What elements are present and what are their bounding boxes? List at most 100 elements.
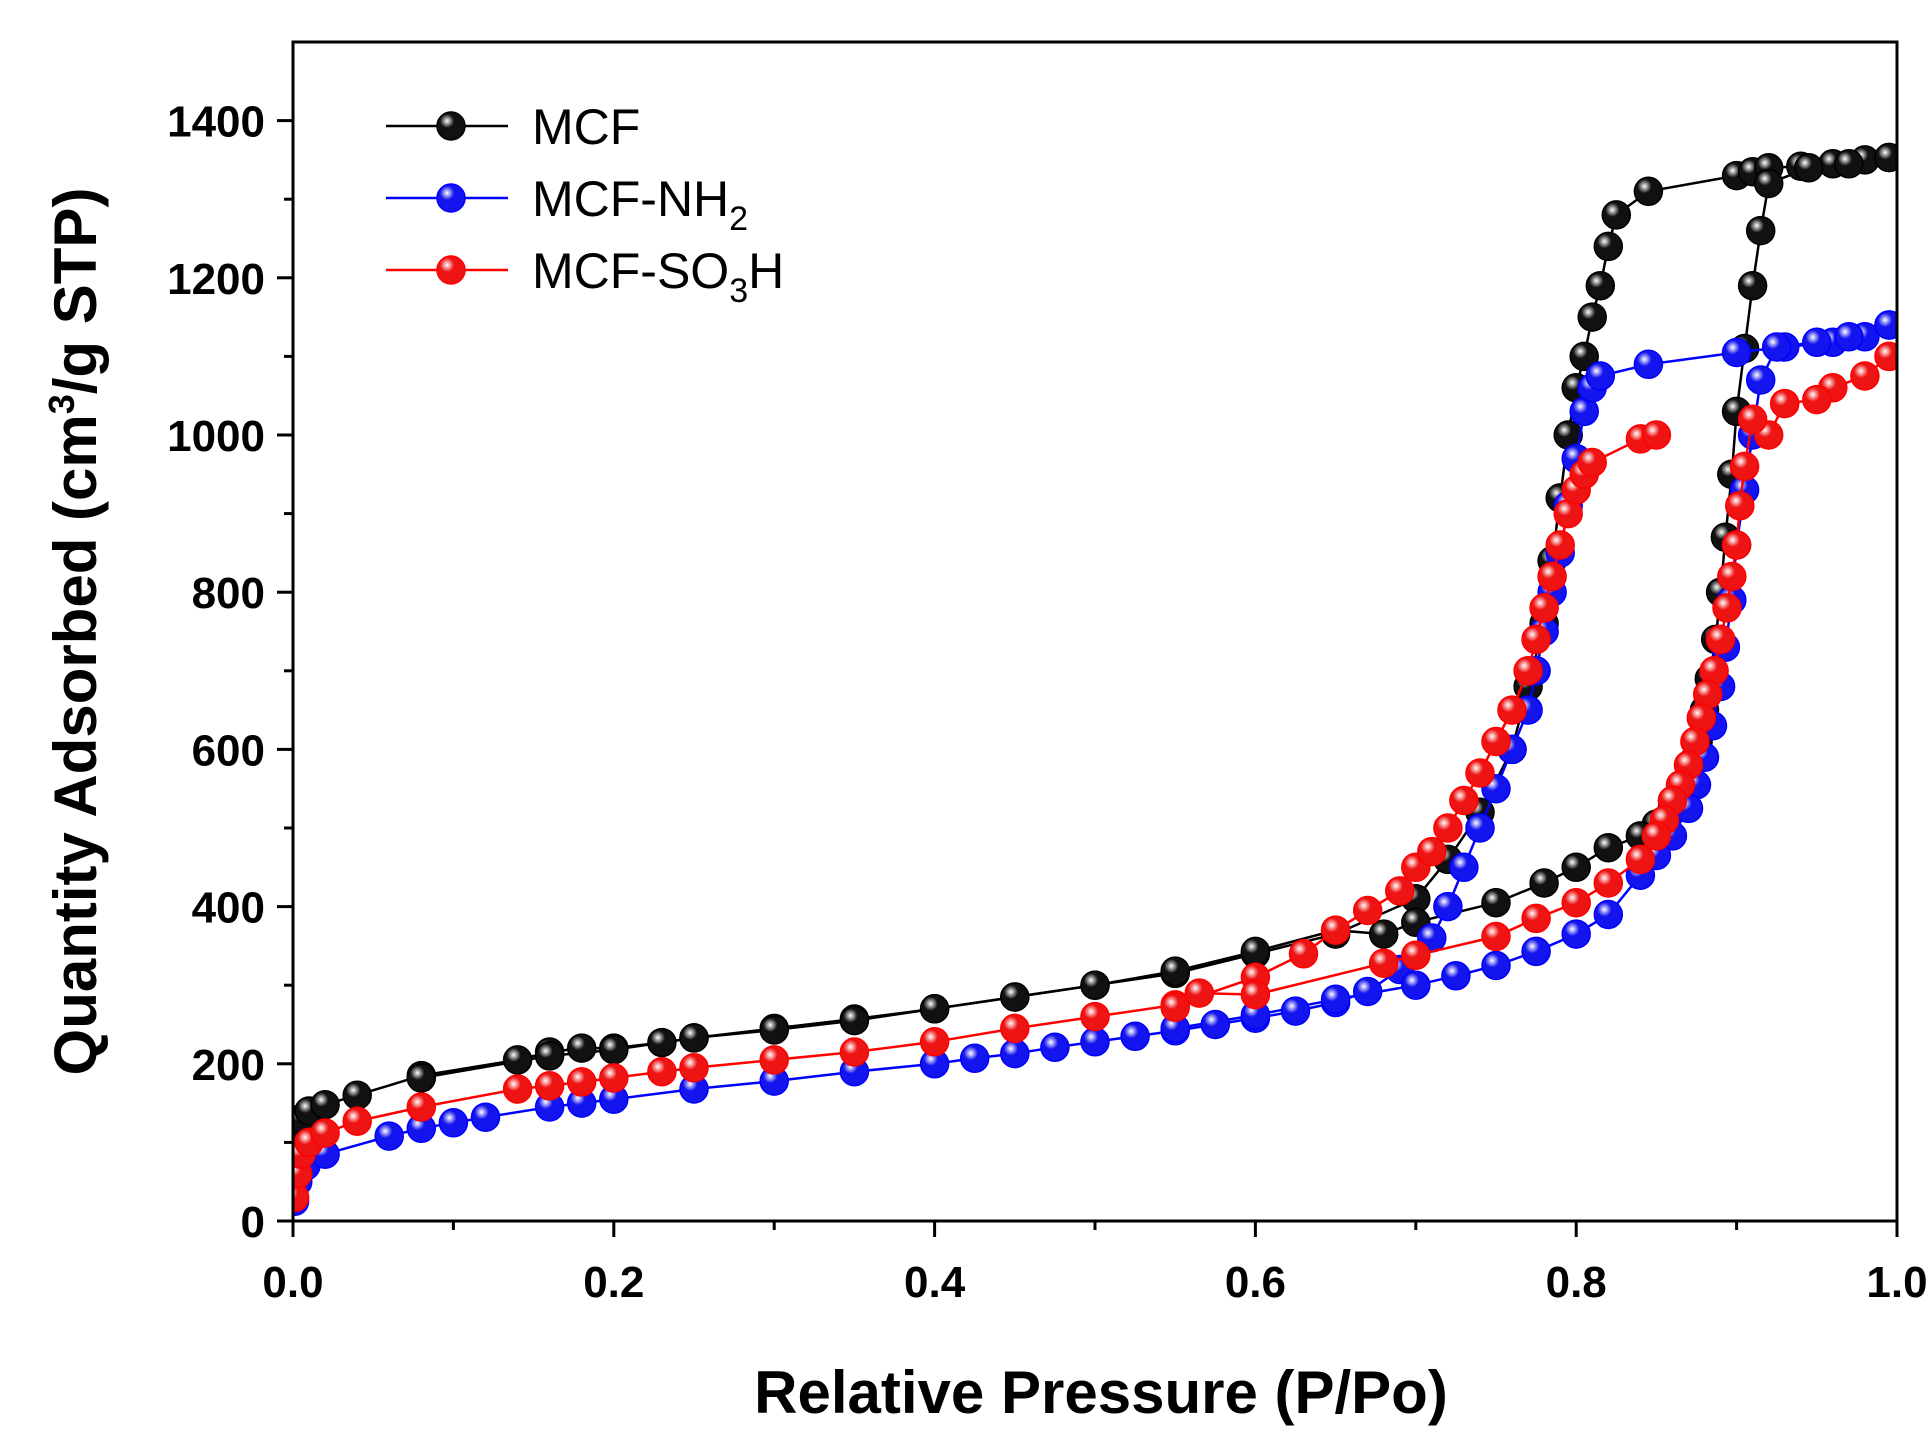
data-point (1368, 948, 1399, 978)
y-axis-title-prefix: Quantity Adsorbed (cm (42, 414, 109, 1075)
data-point (1040, 1032, 1070, 1063)
data-point (1529, 593, 1559, 623)
data-point (1725, 490, 1755, 521)
data-point (1320, 915, 1351, 945)
x-tick-label: 0.6 (1225, 1258, 1286, 1307)
data-point (1000, 1013, 1030, 1044)
x-tick-label: 1.0 (1866, 1258, 1927, 1307)
legend-label-subscript: 2 (729, 200, 748, 238)
data-point (566, 1067, 597, 1097)
data-point (1433, 813, 1463, 843)
data-point (1577, 447, 1607, 478)
data-point (1625, 844, 1656, 875)
data-point (839, 1037, 870, 1067)
data-point (1160, 956, 1190, 986)
data-point (406, 1092, 437, 1122)
data-point (1561, 852, 1591, 883)
y-tick-label: 400 (192, 884, 265, 933)
data-point (759, 1045, 789, 1075)
data-point (1080, 1001, 1110, 1032)
data-point (1585, 270, 1616, 301)
data-point (1593, 231, 1624, 262)
data-point (959, 1043, 990, 1074)
data-point (1449, 785, 1479, 816)
data-point (1449, 852, 1479, 883)
data-point (1834, 322, 1864, 352)
legend-item-mcf: MCF (386, 99, 640, 155)
data-point (1721, 530, 1752, 560)
data-point (1593, 899, 1624, 930)
data-point (1761, 332, 1792, 362)
data-point (438, 1108, 469, 1138)
legend-label: MCF-NH2 (532, 171, 748, 238)
data-point (1184, 978, 1215, 1008)
data-point (1352, 895, 1383, 926)
series-line-mcf-nh2-adsorption (293, 323, 1890, 1202)
data-point (647, 1056, 677, 1087)
data-point (1745, 215, 1776, 246)
data-point (1521, 624, 1551, 655)
data-point (1401, 970, 1431, 1000)
data-point (1481, 887, 1511, 918)
data-point (1601, 200, 1632, 230)
legend-label: MCF (532, 99, 640, 155)
x-tick-label: 0.4 (904, 1258, 966, 1307)
data-point (1521, 936, 1551, 967)
data-point (1481, 950, 1511, 981)
axes-layer: 0.0 0.2 0.4 0.6 0.8 1.0 0 200 400 600 800 1000 1200 1… (41, 40, 1928, 1426)
y-tick-label: 1200 (167, 255, 265, 304)
data-point (1737, 270, 1768, 301)
data-point (1712, 593, 1742, 623)
data-point (1240, 979, 1271, 1010)
series-layer (293, 142, 1897, 1217)
data-point (1569, 341, 1599, 372)
data-point (374, 1121, 404, 1151)
legend-label-part: MCF-NH (532, 171, 729, 227)
legend-label-part: H (748, 243, 784, 299)
data-point (919, 994, 950, 1024)
data-point (1593, 832, 1624, 863)
data-point (1160, 992, 1190, 1022)
data-point (1401, 940, 1431, 971)
legend-label: MCF-SO3H (532, 243, 784, 310)
y-axis-title-suffix: /g STP) (42, 188, 109, 395)
data-point (1561, 919, 1591, 949)
data-point (1240, 936, 1271, 967)
y-tick-label: 600 (192, 726, 265, 775)
data-point (1633, 349, 1664, 380)
data-point (1729, 451, 1760, 482)
data-point (1717, 561, 1747, 592)
series-mcf (293, 142, 1897, 1146)
data-point (1802, 384, 1832, 415)
data-point (502, 1045, 533, 1075)
data-point (342, 1080, 372, 1110)
x-tick-label: 0.8 (1546, 1258, 1607, 1307)
series-mcf-so3h (293, 341, 1897, 1213)
y-tick-label: 1400 (167, 98, 265, 147)
data-point (1368, 919, 1399, 949)
data-point (1465, 758, 1495, 788)
data-point (1705, 624, 1736, 655)
data-point (1481, 726, 1511, 757)
data-point (1641, 821, 1672, 851)
data-point (1802, 327, 1832, 358)
data-point (1433, 891, 1463, 922)
data-point (1441, 961, 1471, 991)
y-tick-label: 200 (192, 1041, 265, 1090)
data-point (1561, 887, 1591, 918)
data-point (566, 1033, 597, 1063)
data-point (1417, 836, 1447, 867)
data-point (1385, 876, 1415, 906)
data-point (342, 1106, 372, 1136)
data-point (599, 1063, 629, 1093)
data-point (1794, 153, 1824, 183)
legend-label-part: MCF-SO (532, 243, 729, 299)
data-point (1737, 404, 1768, 435)
series-mcf-nh2 (293, 310, 1897, 1217)
x-tick-label: 0.2 (583, 1258, 644, 1307)
y-tick-label: 800 (192, 569, 265, 618)
data-point (502, 1074, 533, 1104)
